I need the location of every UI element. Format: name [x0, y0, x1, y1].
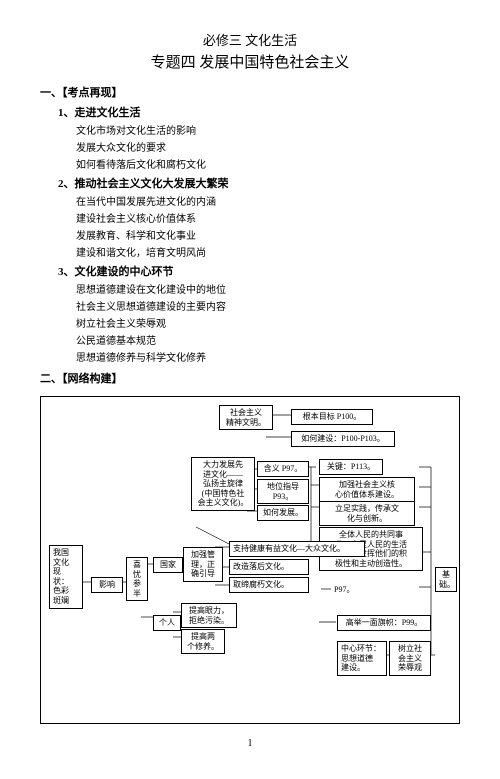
sub2-item: 发展教育、科学和文化事业	[76, 227, 460, 242]
box-ruhe2: 如何发展。	[257, 505, 309, 521]
sub2-item: 在当代中国发展先进文化的内涵	[76, 193, 460, 208]
box-gaoju: 高举一面旗帜：P99。	[337, 615, 431, 631]
box-guanjian: 关键：P113。	[319, 459, 383, 475]
sub3-item: 思想道德修养与科学文化修养	[76, 349, 460, 364]
sub2-header: 2、推动社会主义文化大发展大繁荣	[58, 175, 460, 191]
sub2-item: 建设和谐文化，培育文明风尚	[76, 244, 460, 259]
page-number: 1	[40, 738, 460, 749]
section1-header: 一、【考点再现】	[40, 84, 460, 100]
box-quchu: 取缔腐朽文化。	[229, 577, 309, 593]
section2-header: 二、【网络构建】	[40, 370, 460, 386]
box-ruhe: 如何建设：P100-P103。	[291, 431, 395, 447]
box-jichu: 基础。	[435, 567, 457, 592]
box-jiaqiang2: 加强管理，正确引导	[183, 547, 223, 582]
sub3-header: 3、文化建设的中心环节	[58, 263, 460, 279]
sub2-item: 建设社会主义核心价值体系	[76, 210, 460, 225]
title-line2: 专题四 发展中国特色社会主义	[40, 51, 460, 72]
title-line1: 必修三 文化生活	[40, 30, 460, 49]
sub1-item: 发展大众文化的要求	[76, 139, 460, 154]
box-geren: 个人	[153, 615, 181, 631]
box-zhongxin: 中心环节：思想道德建设。	[337, 641, 387, 676]
box-dali: 大力发展先进文化——弘扬主旋律(中国特色社会主义文化)。	[191, 457, 255, 511]
sub1-item: 如何看待落后文化和腐朽文化	[76, 156, 460, 171]
box-woguo: 我国文化现状：色彩斑斓	[49, 545, 83, 609]
box-lizu: 立足实践，传承文化与创新。	[319, 501, 415, 526]
sub1-header: 1、走进文化生活	[58, 104, 460, 120]
box-zhichi: 支持健康有益文化—大众文化。	[229, 541, 365, 557]
sub3-item: 公民道德基本规范	[76, 332, 460, 347]
box-tigao2: 提高两个修养。	[181, 629, 225, 654]
box-shehui: 社会主义精神文明。	[219, 405, 273, 430]
sub3-item: 社会主义思想道德建设的主要内容	[76, 298, 460, 313]
box-xiyou: 喜忧参半	[126, 557, 148, 601]
box-genben: 根本目标 P100。	[291, 409, 373, 425]
box-diwei: 地位指导P93。	[257, 479, 309, 504]
text-p97: P97。	[334, 585, 354, 595]
box-shuli: 树立社会主义荣辱观	[389, 641, 431, 676]
sub3-item: 树立社会主义荣辱观	[76, 315, 460, 330]
diagram: 社会主义精神文明。 根本目标 P100。 如何建设：P100-P103。 大力发…	[40, 396, 460, 724]
sub3-item: 思想道德建设在文化建设中的地位	[76, 281, 460, 296]
box-guojia: 国家	[153, 557, 183, 573]
sub1-item: 文化市场对文化生活的影响	[76, 122, 460, 137]
box-hanyi: 含义 P97。	[257, 461, 309, 477]
box-tigao1: 提高眼力，拒绝污染。	[181, 603, 237, 628]
box-yingxiang: 影响	[91, 577, 123, 593]
box-jiaqiang: 加强社会主义核心价值体系建设。	[319, 477, 415, 502]
box-gaizao: 改造落后文化。	[229, 559, 309, 575]
